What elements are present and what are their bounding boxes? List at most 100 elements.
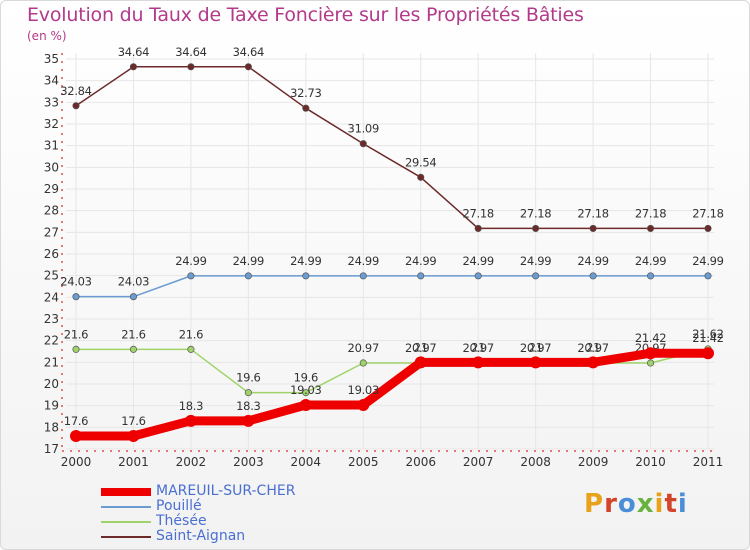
data-label: 24.99 bbox=[635, 254, 666, 268]
logo-letter: t bbox=[664, 489, 678, 519]
data-point bbox=[417, 272, 425, 280]
data-label: 20.97 bbox=[577, 341, 608, 355]
y-tick-label: 26 bbox=[44, 247, 59, 261]
data-label: 19.6 bbox=[236, 371, 260, 385]
data-label: 24.99 bbox=[348, 254, 379, 268]
data-label: 18.3 bbox=[179, 399, 203, 413]
x-tick-label: 2002 bbox=[176, 455, 207, 469]
data-point bbox=[414, 356, 427, 369]
data-label: 29.54 bbox=[405, 155, 436, 169]
data-label: 19.03 bbox=[290, 383, 321, 397]
data-label: 27.18 bbox=[692, 206, 723, 220]
y-tick-label: 32 bbox=[44, 117, 59, 131]
data-point bbox=[357, 399, 370, 412]
legend-swatch bbox=[101, 506, 151, 508]
data-point bbox=[129, 345, 138, 353]
data-label: 18.3 bbox=[236, 399, 260, 413]
series-line bbox=[75, 66, 709, 230]
data-point bbox=[302, 104, 310, 112]
data-label: 24.03 bbox=[60, 275, 91, 289]
data-label: 31.09 bbox=[348, 122, 379, 136]
data-point bbox=[244, 389, 252, 397]
data-label: 32.73 bbox=[290, 86, 321, 100]
x-tick-label: 2004 bbox=[291, 455, 322, 469]
data-label: 24.99 bbox=[692, 254, 723, 268]
data-point bbox=[72, 293, 80, 301]
data-label: 24.99 bbox=[233, 254, 264, 268]
data-point bbox=[359, 272, 367, 280]
unit-label: (en %) bbox=[27, 29, 67, 43]
data-point bbox=[187, 345, 195, 353]
data-label: 21.42 bbox=[692, 331, 723, 345]
data-label: 24.99 bbox=[577, 254, 608, 268]
data-point bbox=[529, 356, 542, 369]
y-tick-label: 29 bbox=[44, 182, 59, 196]
data-point bbox=[359, 140, 367, 148]
data-point bbox=[127, 430, 140, 442]
y-tick-label: 22 bbox=[44, 334, 59, 348]
data-point bbox=[129, 293, 138, 301]
data-point bbox=[646, 359, 655, 367]
data-label: 24.03 bbox=[118, 275, 149, 289]
data-point bbox=[474, 224, 482, 232]
data-label: 27.18 bbox=[577, 206, 608, 220]
y-tick-label: 27 bbox=[44, 225, 59, 239]
data-label: 21.42 bbox=[635, 331, 666, 345]
data-point bbox=[184, 414, 197, 427]
data-point bbox=[72, 102, 80, 110]
data-point bbox=[532, 272, 540, 280]
data-point bbox=[299, 399, 312, 412]
chart-title: Evolution du Taux de Taxe Foncière sur l… bbox=[27, 4, 584, 26]
data-point bbox=[417, 173, 425, 181]
data-label: 24.99 bbox=[175, 254, 206, 268]
data-label: 20.97 bbox=[405, 341, 436, 355]
legend-label: Thésée bbox=[156, 513, 207, 529]
data-label: 21 bbox=[414, 340, 428, 354]
data-label: 21.6 bbox=[64, 327, 88, 341]
y-tick-label: 33 bbox=[44, 95, 59, 109]
data-label: 24.99 bbox=[405, 254, 436, 268]
data-label: 17.6 bbox=[121, 414, 145, 428]
data-label: 34.64 bbox=[175, 45, 206, 59]
logo-letter: i bbox=[677, 489, 688, 519]
legend-label: Pouillé bbox=[156, 498, 202, 514]
x-tick-label: 2005 bbox=[348, 455, 379, 469]
proxiti-logo: Proxiti bbox=[584, 489, 688, 519]
data-point bbox=[532, 224, 540, 232]
data-point bbox=[704, 224, 712, 232]
logo-letter: i bbox=[654, 489, 665, 519]
data-point bbox=[129, 63, 138, 71]
x-tick-label: 2000 bbox=[61, 455, 92, 469]
data-point bbox=[244, 63, 252, 71]
x-tick-label: 2010 bbox=[635, 455, 666, 469]
data-label: 19.03 bbox=[348, 383, 379, 397]
y-tick-label: 25 bbox=[44, 269, 59, 283]
x-tick-label: 2006 bbox=[405, 455, 436, 469]
x-tick-label: 2007 bbox=[463, 455, 494, 469]
data-point bbox=[702, 347, 714, 360]
data-label: 21 bbox=[529, 340, 543, 354]
data-point bbox=[187, 272, 195, 280]
data-point bbox=[646, 224, 655, 232]
data-label: 20.97 bbox=[520, 341, 551, 355]
y-tick-label: 20 bbox=[44, 377, 59, 391]
data-point bbox=[242, 414, 255, 427]
data-point bbox=[187, 63, 195, 71]
y-tick-label: 19 bbox=[44, 399, 59, 413]
data-point bbox=[472, 356, 485, 369]
line-chart: 17 18 19 20 21 22 23 24 25 26 27 28 29 30 31 32 33 34 35 20… bbox=[44, 45, 724, 469]
y-tick-label: 34 bbox=[44, 74, 59, 88]
data-point bbox=[587, 356, 600, 369]
legend-label: Saint-Aignan bbox=[156, 528, 246, 544]
y-tick-label: 23 bbox=[44, 312, 59, 326]
data-label: 21 bbox=[586, 340, 600, 354]
data-point bbox=[302, 272, 310, 280]
legend-swatch bbox=[101, 521, 151, 523]
data-label: 21 bbox=[471, 340, 485, 354]
y-tick-label: 28 bbox=[44, 204, 59, 218]
data-label: 20.97 bbox=[462, 341, 493, 355]
data-label: 34.64 bbox=[118, 45, 149, 59]
x-tick-label: 2011 bbox=[693, 455, 724, 469]
x-tick-label: 2008 bbox=[520, 455, 551, 469]
data-label: 21.6 bbox=[121, 327, 145, 341]
